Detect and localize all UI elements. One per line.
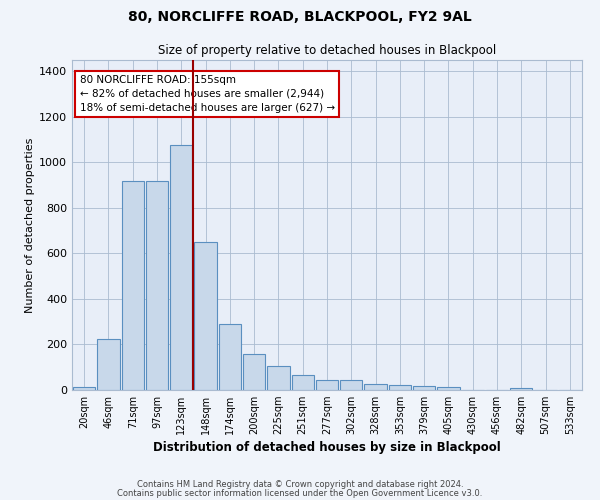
Bar [267, 366, 290, 390]
Y-axis label: Number of detached properties: Number of detached properties [25, 138, 35, 312]
Text: Contains public sector information licensed under the Open Government Licence v3: Contains public sector information licen… [118, 488, 482, 498]
Bar [510, 388, 532, 390]
Bar [146, 180, 168, 390]
Text: 80 NORCLIFFE ROAD: 155sqm
← 82% of detached houses are smaller (2,944)
18% of se: 80 NORCLIFFE ROAD: 155sqm ← 82% of detac… [80, 75, 335, 113]
Bar [194, 242, 217, 390]
Text: 80, NORCLIFFE ROAD, BLACKPOOL, FY2 9AL: 80, NORCLIFFE ROAD, BLACKPOOL, FY2 9AL [128, 10, 472, 24]
Text: Contains HM Land Registry data © Crown copyright and database right 2024.: Contains HM Land Registry data © Crown c… [137, 480, 463, 489]
Bar [97, 339, 119, 390]
Bar [437, 388, 460, 390]
Bar [364, 384, 387, 390]
X-axis label: Distribution of detached houses by size in Blackpool: Distribution of detached houses by size … [153, 442, 501, 454]
Bar [243, 354, 265, 390]
Bar [316, 380, 338, 390]
Bar [73, 386, 95, 390]
Title: Size of property relative to detached houses in Blackpool: Size of property relative to detached ho… [158, 44, 496, 58]
Bar [413, 386, 436, 390]
Bar [389, 386, 411, 390]
Bar [292, 374, 314, 390]
Bar [170, 146, 193, 390]
Bar [122, 180, 144, 390]
Bar [340, 380, 362, 390]
Bar [218, 324, 241, 390]
